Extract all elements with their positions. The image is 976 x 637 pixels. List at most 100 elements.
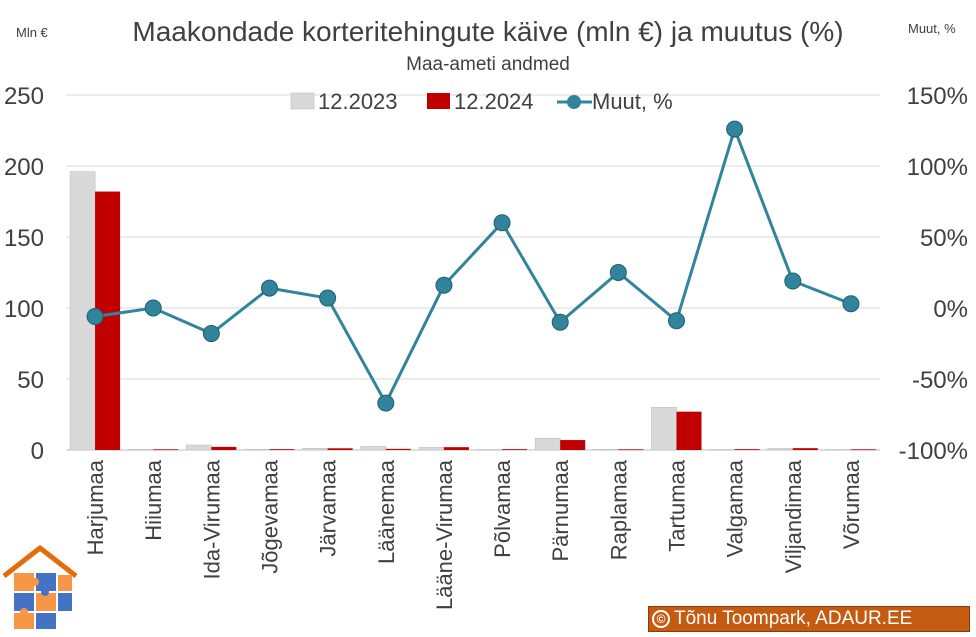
bar-12.2024 [850,449,876,451]
left-tick-label: 100 [4,296,44,323]
bar-12.2023 [825,449,852,451]
left-axis-ticks: 0 50 100 150 200 250 [4,83,44,465]
bar-12.2024 [153,449,179,451]
bar-12.2024 [676,411,702,450]
left-tick-label: 200 [4,154,44,181]
puzzle-knob [20,608,28,616]
house-puzzle-logo [2,545,78,629]
puzzle-piece [58,575,72,591]
bar-12.2024 [734,449,760,450]
change-point [668,312,685,330]
right-axis-ticks: -100% -50% 0% 50% 100% 150% [899,83,968,465]
right-tick-label: -50% [912,367,968,394]
bar-12.2023 [476,449,503,451]
bar-12.2024 [560,440,586,450]
gridlines [66,94,880,451]
change-line [94,124,852,407]
category-label: Jõgevamaa [258,459,283,574]
category-label: Hiiumaa [141,459,166,540]
copyright-icon: © [652,610,670,628]
legend-marker-change [567,95,581,109]
category-label: Pärnumaa [548,459,573,561]
category-label: Põlvamaa [490,459,515,558]
bar-12.2024 [327,448,353,450]
category-label: Võrumaa [839,459,864,549]
puzzle-piece [36,573,56,591]
x-axis-labels: Harjumaa Hiiumaa Ida-Virumaa Jõgevamaa Järva… [83,459,864,610]
category-label: Harjumaa [83,459,108,555]
puzzle-knob [41,588,49,596]
puzzle-piece [58,593,72,611]
bar-12.2023 [244,448,270,451]
bar-12.2023 [651,407,677,451]
right-tick-label: 0% [933,296,968,323]
change-point [261,279,278,297]
category-label: Lääne-Virumaa [432,459,457,610]
left-tick-label: 50 [17,367,44,394]
category-label: Tartumaa [665,459,690,551]
legend-swatch-2023 [290,92,315,110]
left-axis-unit: Mln € [16,25,49,40]
change-point [842,295,860,313]
line-series [86,120,860,412]
right-tick-label: 150% [907,83,968,110]
change-point [551,313,569,331]
change-point [435,276,453,294]
bar-12.2024 [211,446,237,450]
right-tick-label: 50% [920,225,968,252]
right-tick-label: -100% [899,438,968,465]
category-label: Viljandimaa [781,459,806,573]
bar-12.2024 [385,448,411,450]
right-tick-label: 100% [907,154,968,181]
left-tick-label: 250 [4,83,44,110]
puzzle-knob [31,578,39,586]
bar-12.2023 [360,446,387,451]
bar-12.2023 [767,448,794,451]
bar-12.2023 [709,449,735,451]
bar-12.2023 [534,437,561,451]
category-label: Raplamaa [606,459,631,560]
change-point [726,120,744,138]
bar-12.2023 [127,448,154,451]
right-axis-unit: Muut, % [908,21,956,36]
chart-subtitle: Maa-ameti andmed [406,54,570,75]
category-label: Järvamaa [316,459,341,556]
change-point [319,289,337,307]
copyright-text: Tõnu Toompark, ADAUR.EE [674,608,913,629]
left-tick-label: 0 [31,438,44,465]
bars [69,171,876,451]
chart-title: Maakondade korteritehingute käive (mln €… [132,16,843,47]
copyright-badge: © Tõnu Toompark, ADAUR.EE [648,606,970,632]
left-tick-label: 150 [4,225,44,252]
legend: 12.2023 12.2024 Muut, % [290,89,673,114]
bar-12.2023 [418,447,445,451]
bar-12.2024 [792,448,818,450]
category-label: Valgamaa [723,459,748,557]
puzzle-piece [14,573,34,591]
category-label: Läänemaa [374,459,399,564]
puzzle-piece [14,593,34,611]
bar-12.2023 [302,447,328,451]
change-point [493,214,511,232]
legend-swatch-2024 [427,93,450,109]
puzzle-piece [14,613,34,629]
legend-label-2023: 12.2023 [318,89,398,114]
bar-12.2023 [186,444,212,451]
change-point [202,325,220,343]
change-point [377,394,395,412]
puzzle-piece [36,613,56,629]
bar-12.2024 [443,447,469,450]
change-point [86,308,104,326]
bar-12.2024 [269,449,295,450]
category-label: Ida-Virumaa [199,459,224,579]
puzzle-piece [36,593,56,611]
roof-shape [2,545,78,578]
bar-12.2024 [502,449,528,450]
legend-label-2024: 12.2024 [454,89,534,114]
change-point [784,272,802,290]
bar-12.2024 [618,449,644,451]
legend-label-change: Muut, % [592,89,673,114]
bar-12.2023 [593,448,619,451]
change-point [144,299,162,317]
